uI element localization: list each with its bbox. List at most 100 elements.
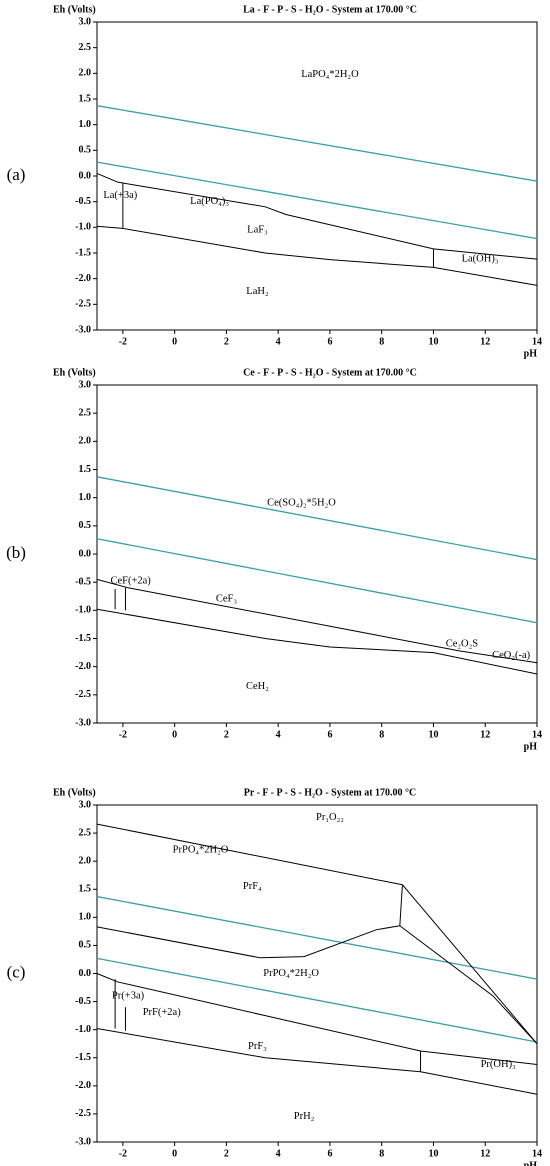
- y-tick-label: -1.5: [75, 247, 91, 258]
- boundary-line: [96, 895, 538, 980]
- boundary-line: [96, 608, 538, 675]
- y-tick-label: -2.5: [75, 689, 91, 700]
- x-tick-label: -2: [119, 729, 127, 740]
- x-tick-label: 6: [327, 1148, 332, 1159]
- y-tick-label: 2.5: [79, 827, 92, 838]
- panel-label: (c): [7, 962, 26, 981]
- x-tick-label: 14: [532, 1148, 542, 1159]
- y-tick-label: 1.5: [79, 93, 92, 104]
- y-tick-label: 3.0: [79, 16, 92, 27]
- boundary-line: [96, 823, 403, 886]
- region-label: CeF₃: [216, 593, 238, 604]
- y-tick-label: 2.5: [79, 42, 92, 53]
- y-tick-label: -1.5: [75, 1052, 91, 1063]
- region-label: CeF(+2a): [110, 575, 151, 586]
- x-tick-label: 2: [224, 729, 229, 740]
- region-label: PrPO₄*2H₂O: [263, 968, 319, 979]
- x-tick-label: 8: [379, 1148, 384, 1159]
- x-tick-label: 12: [480, 729, 490, 740]
- region-label: La(PO₄)₃: [190, 196, 229, 207]
- panel-label: (a): [7, 165, 26, 184]
- x-tick-label: 12: [480, 336, 490, 347]
- region-label: Ce(SO₄)₂*5H₂O: [267, 498, 336, 509]
- chart-title: La - F - P - S - H₂O - System at 170.00 …: [243, 4, 417, 15]
- x-tick-label: 4: [276, 336, 281, 347]
- boundary-line: [96, 476, 538, 561]
- region-label: La(OH)₃: [462, 254, 499, 265]
- x-tick-label: 12: [480, 1148, 490, 1159]
- x-tick-label: 14: [532, 336, 542, 347]
- y-tick-label: 3.0: [79, 799, 92, 810]
- boundary-line: [96, 973, 538, 1065]
- y-tick-label: -0.5: [75, 196, 91, 207]
- x-tick-label: -2: [119, 336, 127, 347]
- panel-label: (b): [6, 543, 26, 562]
- x-tick-label: 14: [532, 729, 542, 740]
- boundary-line: [96, 925, 400, 959]
- y-tick-label: 1.0: [79, 492, 92, 503]
- y-axis-label: Eh (Volts): [53, 367, 96, 378]
- y-tick-label: 0.5: [79, 145, 92, 156]
- region-label: Pr(+3a): [112, 990, 145, 1001]
- boundary-line: [96, 172, 538, 260]
- y-tick-label: -1.5: [75, 633, 91, 644]
- y-tick-label: -0.5: [75, 576, 91, 587]
- y-tick-label: -0.5: [75, 996, 91, 1007]
- y-tick-label: 2.0: [79, 855, 92, 866]
- x-tick-label: 0: [172, 336, 177, 347]
- region-label: La(+3a): [103, 190, 137, 201]
- region-label: Pr(OH)₃: [481, 1059, 516, 1070]
- y-tick-label: 0.0: [79, 968, 92, 979]
- y-tick-label: 0.0: [79, 548, 92, 559]
- boundary-line: [96, 538, 538, 624]
- y-tick-label: 0.5: [79, 940, 92, 951]
- x-tick-label: -2: [119, 1148, 127, 1159]
- y-tick-label: 2.0: [79, 436, 92, 447]
- boundary-line: [96, 225, 538, 286]
- y-tick-label: -2.5: [75, 299, 91, 310]
- boundary-line: [96, 161, 538, 240]
- boundary-line: [402, 884, 538, 1045]
- y-tick-label: 2.5: [79, 407, 92, 418]
- boundary-line: [399, 884, 403, 926]
- y-tick-label: -3.0: [75, 1136, 91, 1147]
- boundary-line: [96, 957, 538, 1043]
- y-tick-label: 1.0: [79, 912, 92, 923]
- plot-frame: [96, 384, 538, 724]
- x-tick-label: 2: [224, 336, 229, 347]
- region-label: PrF₃: [248, 1041, 267, 1052]
- boundary-line: [96, 105, 538, 182]
- x-tick-label: 6: [327, 336, 332, 347]
- x-axis-label: pH: [524, 348, 538, 359]
- y-tick-label: -2.0: [75, 1080, 91, 1091]
- y-tick-label: 1.5: [79, 464, 92, 475]
- x-tick-label: 10: [428, 729, 438, 740]
- y-tick-label: -2.0: [75, 273, 91, 284]
- y-tick-label: 1.5: [79, 884, 92, 895]
- y-tick-label: -2.0: [75, 661, 91, 672]
- y-tick-label: -3.0: [75, 324, 91, 335]
- x-tick-label: 4: [276, 729, 281, 740]
- y-tick-label: -2.5: [75, 1108, 91, 1119]
- region-label: CeH₂: [246, 681, 269, 692]
- region-label: LaPO₄*2H₂O: [301, 69, 359, 80]
- y-tick-label: 3.0: [79, 379, 92, 390]
- y-axis-label: Eh (Volts): [53, 4, 96, 15]
- region-label: PrPO₄*2H₂O: [173, 844, 229, 855]
- x-tick-label: 8: [379, 336, 384, 347]
- y-tick-label: -1.0: [75, 605, 91, 616]
- region-label: CeO₂(-a): [492, 650, 531, 661]
- x-axis-label: pH: [524, 741, 538, 752]
- x-tick-label: 0: [172, 1148, 177, 1159]
- region-label: PrF₄: [243, 881, 262, 892]
- y-tick-label: 2.0: [79, 68, 92, 79]
- region-label: LaF₃: [247, 224, 268, 235]
- y-tick-label: 1.0: [79, 119, 92, 130]
- x-tick-label: 6: [327, 729, 332, 740]
- y-tick-label: 0.5: [79, 520, 92, 531]
- x-tick-label: 10: [428, 336, 438, 347]
- y-tick-label: -3.0: [75, 717, 91, 728]
- chart-title: Ce - F - P - S - H₂O - System at 170.00 …: [243, 367, 417, 378]
- x-tick-label: 8: [379, 729, 384, 740]
